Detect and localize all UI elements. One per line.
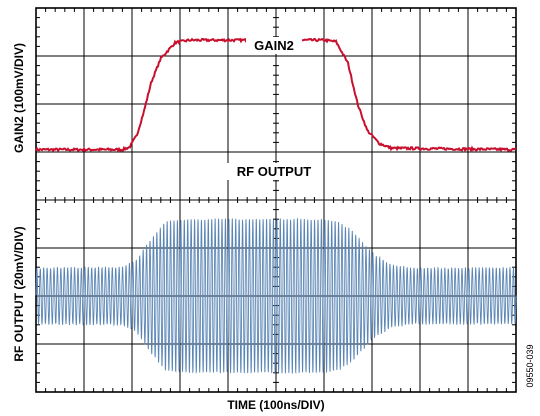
series-label-gain2: GAIN2: [254, 38, 294, 53]
figure-id: 09550-039: [525, 344, 535, 387]
y-axis-label-rf-output: RF OUTPUT (20mV/DIV): [12, 226, 26, 361]
series-label-background: [246, 37, 302, 54]
series-label-rf-output: RF OUTPUT: [237, 164, 311, 179]
series-label-background: [226, 163, 322, 180]
y-axis-label-gain2: GAIN2 (100mV/DIV): [12, 43, 26, 153]
series-rf-output-trace: [35, 217, 517, 375]
plot-frame: [35, 7, 517, 393]
x-axis-label: TIME (100ns/DIV): [227, 398, 324, 412]
